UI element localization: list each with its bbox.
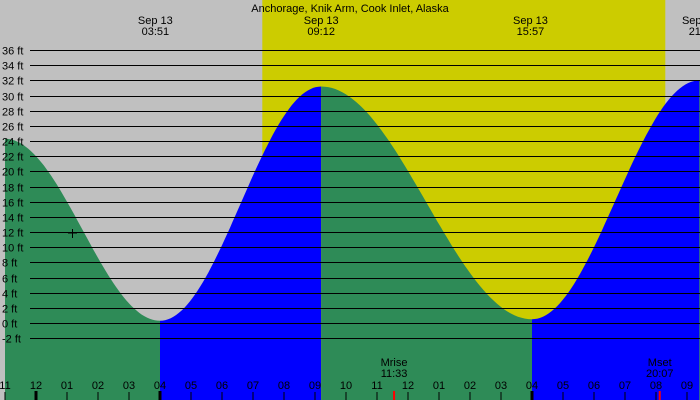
crosshair-cursor (68, 229, 77, 238)
top-time-label: 09:12 (307, 26, 335, 38)
x-tick-label: 01 (61, 380, 73, 392)
y-tick-label: 36 ft (2, 46, 23, 58)
y-tick-label: 28 ft (2, 107, 23, 119)
top-date-label: Sep 13 (682, 15, 700, 27)
y-tick-label: 18 ft (2, 183, 23, 195)
top-time-label: 21:2 (689, 26, 700, 38)
x-tick-label: 03 (123, 380, 135, 392)
x-tick-label: 04 (154, 380, 166, 392)
x-axis: 11 12 01 02 03 04 05 06 07 08 09 10 11 12 01 02 03 04 05 06… (0, 380, 693, 400)
y-tick-label: 4 ft (2, 289, 17, 301)
x-tick-label: 11 (371, 380, 382, 392)
x-tick-label: 09 (309, 380, 321, 392)
tide-segment-falling-0 (5, 138, 160, 400)
x-tick-label: 06 (216, 380, 228, 392)
top-time-label: 03:51 (142, 26, 170, 38)
x-tick-label: 04 (526, 380, 538, 392)
y-tick-label: 8 ft (2, 258, 17, 270)
x-tick-label: 05 (185, 380, 197, 392)
x-tick-label: 08 (278, 380, 290, 392)
y-tick-label: 24 ft (2, 137, 23, 149)
top-time-label: 15:57 (517, 26, 545, 38)
x-tick-label: 02 (92, 380, 104, 392)
x-tick-label: 07 (247, 380, 259, 392)
x-tick-label: 03 (495, 380, 507, 392)
moon-event-time: 11:33 (381, 368, 408, 380)
y-tick-label: 32 ft (2, 76, 23, 88)
moon-event-time: 20:07 (646, 368, 674, 380)
y-tick-label: 12 ft (2, 228, 23, 240)
y-axis-labels: 36 ft 34 ft 32 ft 30 ft 28 ft 26 ft 24 ft 22 ft… (2, 46, 23, 346)
x-tick-label: 09 (681, 380, 693, 392)
tide-segment-rising-1 (160, 86, 322, 400)
x-tick-label: 05 (557, 380, 569, 392)
y-tick-label: 22 ft (2, 152, 23, 164)
tide-segment-rising-3 (532, 80, 700, 400)
y-tick-label: 6 ft (2, 274, 17, 286)
moon-event-label: Mrise (381, 357, 408, 369)
grid-lines (30, 50, 700, 339)
x-tick-label: 12 (30, 380, 42, 392)
x-tick-mark-bold (530, 391, 534, 400)
y-tick-label: 10 ft (2, 243, 23, 255)
top-date-label: Sep 13 (304, 15, 339, 27)
x-tick-label: 10 (340, 380, 352, 392)
tide-curve (5, 80, 700, 400)
x-tick-label: 08 (650, 380, 662, 392)
y-tick-label: -2 ft (2, 334, 21, 346)
x-tick-mark-bold (34, 391, 38, 400)
x-tick-label: 11 (0, 380, 11, 392)
y-tick-label: 2 ft (2, 304, 17, 316)
x-tick-label: 02 (464, 380, 476, 392)
top-date-label: Sep 13 (513, 15, 548, 27)
x-tick-label: 07 (619, 380, 631, 392)
x-tick-label: 01 (433, 380, 445, 392)
y-tick-label: 20 ft (2, 167, 23, 179)
x-tick-label: 06 (588, 380, 600, 392)
top-date-label: Sep 13 (138, 15, 173, 27)
moon-event-tick (393, 391, 396, 400)
y-tick-label: 16 ft (2, 198, 23, 210)
tide-segment-falling-2 (321, 86, 532, 400)
x-tick-mark-bold (158, 391, 162, 400)
y-tick-label: 0 ft (2, 319, 17, 331)
y-tick-label: 30 ft (2, 92, 23, 104)
x-tick-label: 12 (402, 380, 414, 392)
moon-event-label: Mset (648, 357, 672, 369)
chart-title: Anchorage, Knik Arm, Cook Inlet, Alaska (251, 3, 449, 15)
y-tick-label: 14 ft (2, 213, 23, 225)
y-tick-label: 34 ft (2, 61, 23, 73)
y-tick-label: 26 ft (2, 122, 23, 134)
moon-event-tick (658, 391, 661, 400)
